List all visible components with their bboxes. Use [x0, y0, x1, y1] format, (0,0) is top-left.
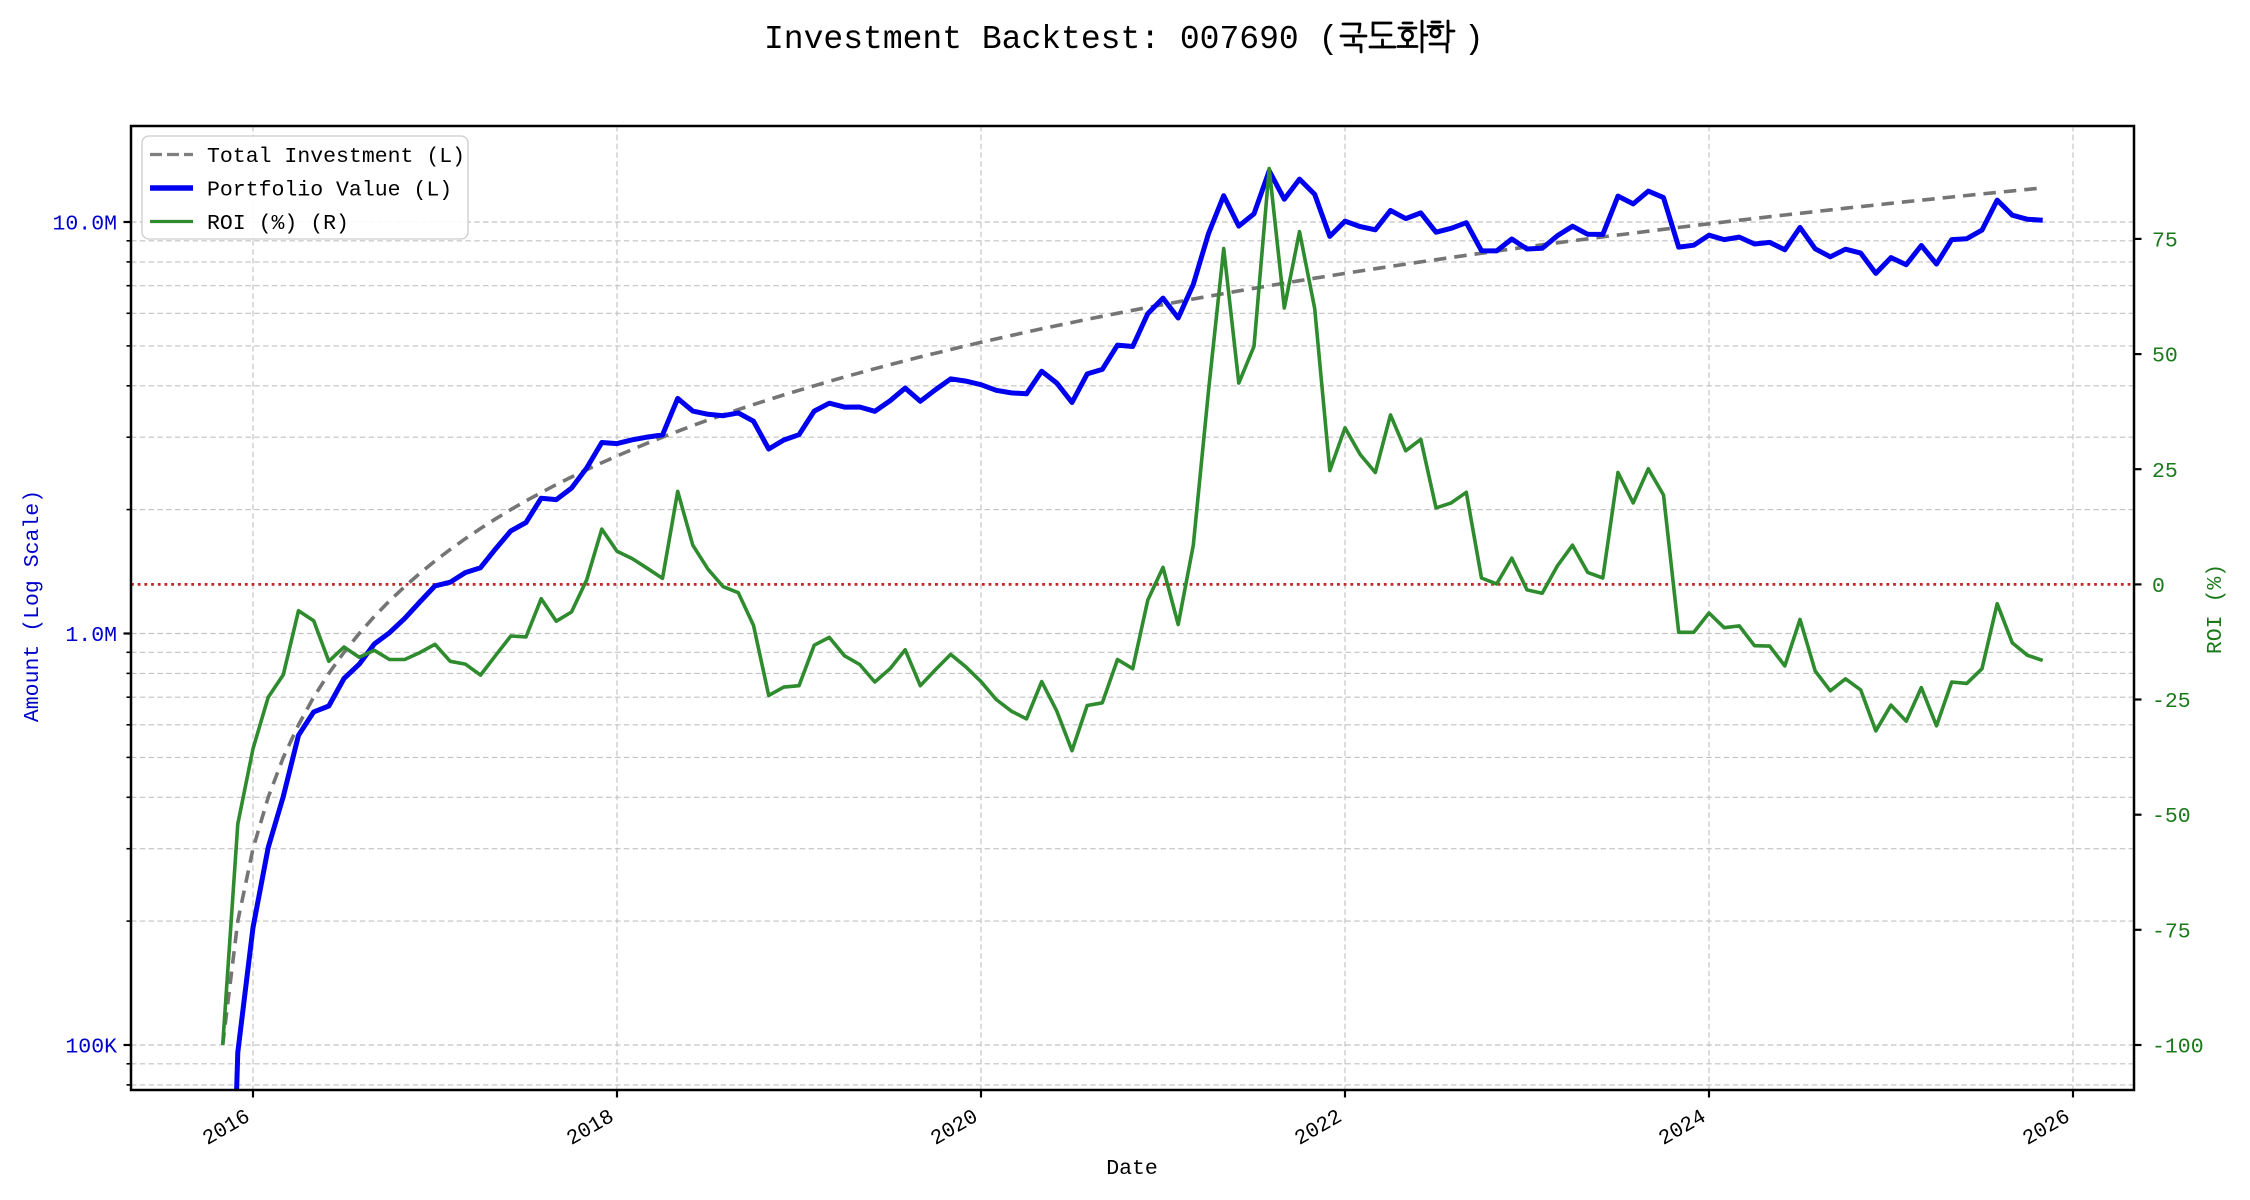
svg-text:Portfolio Value (L): Portfolio Value (L)	[207, 179, 452, 203]
svg-text:Date: Date	[1106, 1157, 1158, 1181]
svg-text:ROI (%) (R): ROI (%) (R)	[207, 212, 349, 236]
svg-text:-75: -75	[2152, 920, 2191, 944]
svg-text:0: 0	[2152, 575, 2165, 599]
svg-text:Amount (Log Scale): Amount (Log Scale)	[21, 490, 45, 722]
svg-text:Investment Backtest: 007690 (: Investment Backtest: 007690 (	[764, 21, 1338, 58]
svg-text:-50: -50	[2152, 805, 2191, 829]
svg-text:-25: -25	[2152, 690, 2191, 714]
svg-text:50: 50	[2152, 345, 2178, 369]
svg-text:-100: -100	[2152, 1036, 2204, 1060]
svg-text:10.0M: 10.0M	[52, 213, 117, 237]
svg-text:ROI (%): ROI (%)	[2204, 564, 2228, 654]
svg-text:75: 75	[2152, 229, 2178, 253]
svg-text:25: 25	[2152, 460, 2178, 484]
svg-text:100K: 100K	[65, 1036, 117, 1060]
svg-text:1.0M: 1.0M	[65, 624, 117, 648]
svg-text:): )	[1464, 21, 1484, 58]
svg-text:Total Investment (L): Total Investment (L)	[207, 145, 465, 169]
